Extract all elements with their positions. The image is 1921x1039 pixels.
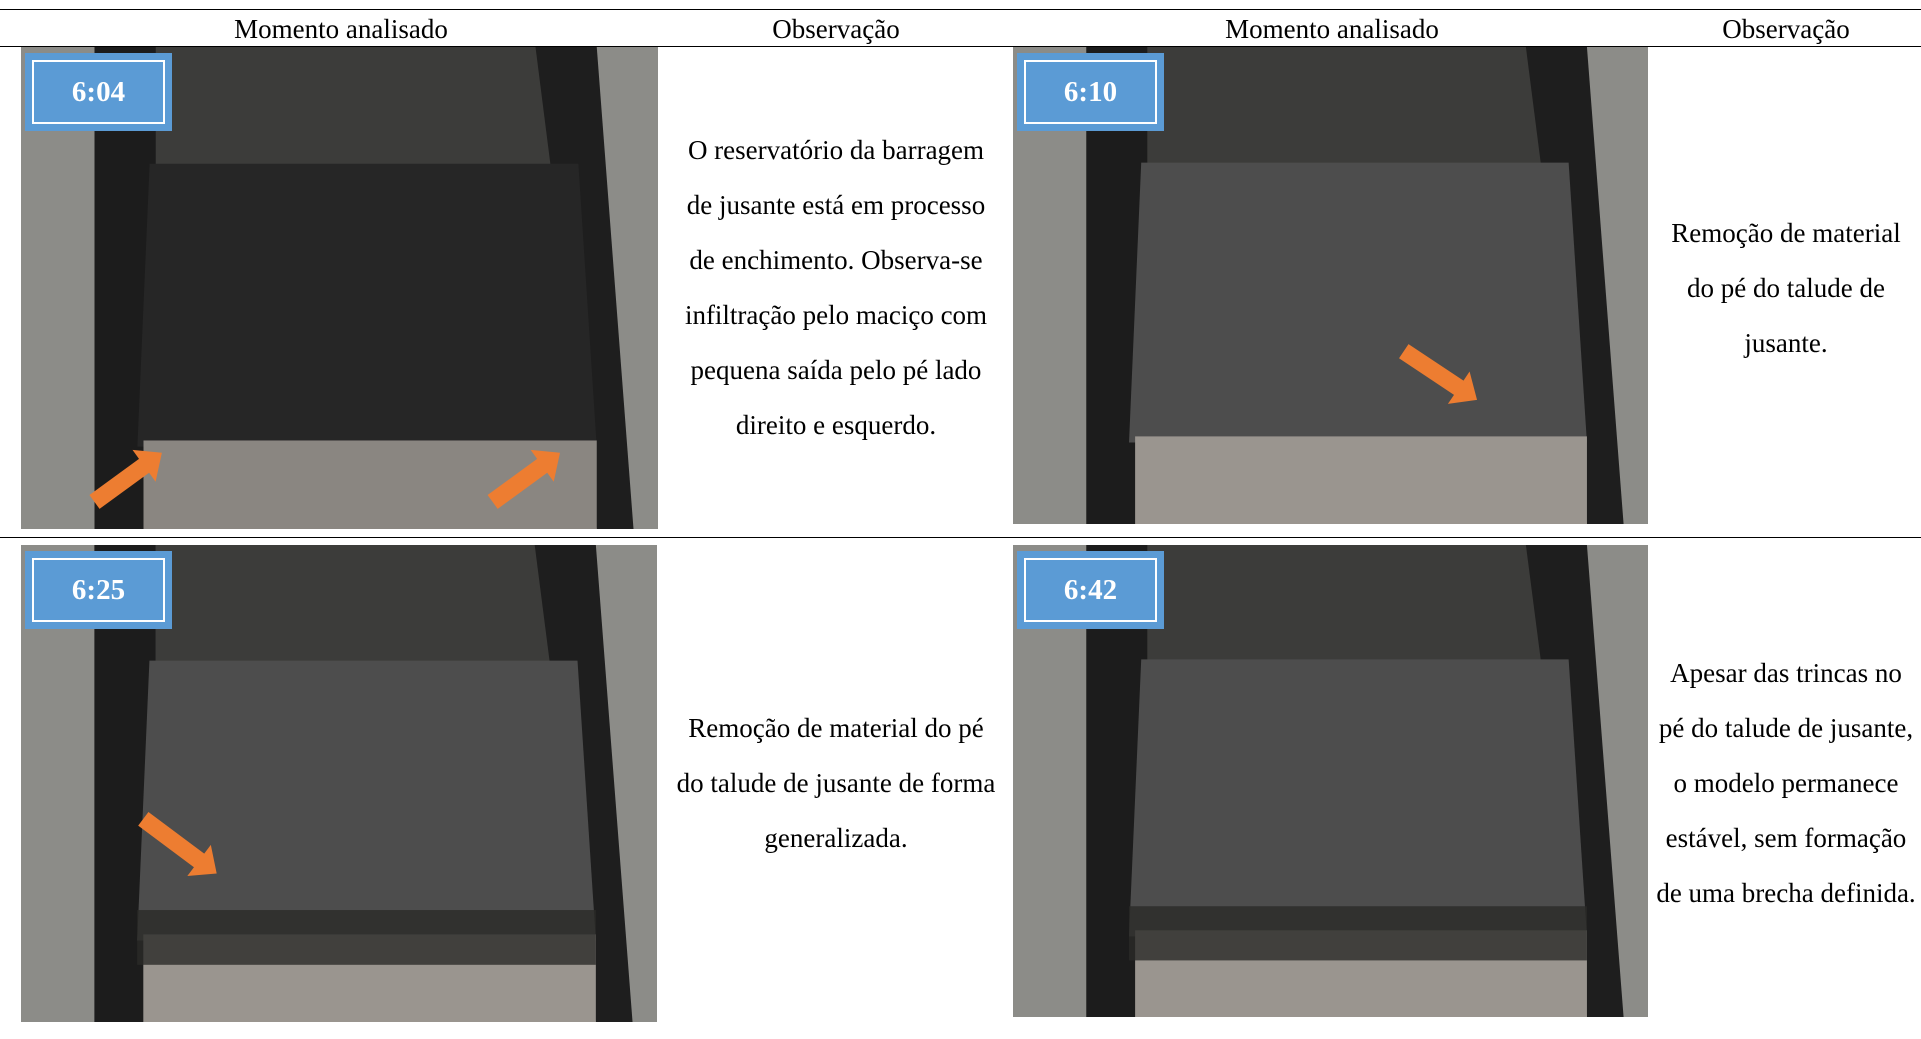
- header-rule: [0, 46, 1921, 47]
- observation-text: Remoção de material do pé do talude de j…: [676, 713, 996, 853]
- photo: [21, 47, 658, 529]
- observation: Apesar das trincas no pé do talude de ju…: [1655, 545, 1917, 1022]
- slope: [137, 163, 597, 447]
- arrow: [138, 811, 217, 876]
- column-header: Observação: [1722, 14, 1850, 44]
- column-header: Momento analisado: [1225, 14, 1439, 44]
- photo: [21, 545, 657, 1022]
- observation-text: O reservatório da barragem de jusante es…: [684, 135, 988, 440]
- arrow-shape: [89, 449, 162, 509]
- time-badge: 6:25: [25, 551, 172, 629]
- arrow: [89, 449, 162, 509]
- observation-text: Remoção de material do pé do talude de j…: [1671, 217, 1901, 358]
- back-wall: [131, 47, 573, 170]
- arrow: [487, 449, 561, 509]
- slope: [1129, 659, 1587, 937]
- eroded-toe: [1129, 906, 1587, 961]
- toe: [1135, 436, 1587, 524]
- column-header: Momento analisado: [234, 14, 448, 44]
- back-wall: [1122, 47, 1563, 169]
- time-label: 6:42: [1024, 558, 1157, 622]
- arrow-shape: [1399, 344, 1478, 404]
- time-label: 6:04: [32, 60, 165, 124]
- slope: [137, 660, 596, 941]
- arrow-shape: [487, 449, 561, 509]
- back-wall: [1122, 545, 1563, 666]
- observation-text: Apesar das trincas no pé do talude de ju…: [1656, 658, 1916, 908]
- observation: O reservatório da barragem de jusante es…: [675, 47, 997, 529]
- arrow-shape: [138, 811, 217, 876]
- photo: [1013, 545, 1648, 1017]
- time-label: 6:25: [32, 558, 165, 622]
- top-rule: [0, 9, 1921, 10]
- time-badge: 6:04: [25, 53, 172, 131]
- slope: [1129, 162, 1587, 443]
- observation: Remoção de material do pé do talude de j…: [1655, 47, 1917, 529]
- back-wall: [131, 545, 572, 667]
- eroded-toe: [137, 910, 596, 965]
- time-badge: 6:42: [1017, 551, 1164, 629]
- arrow: [1399, 344, 1478, 404]
- time-label: 6:10: [1024, 60, 1157, 124]
- row-rule: [0, 537, 1921, 538]
- column-header: Observação: [772, 14, 900, 44]
- time-badge: 6:10: [1017, 53, 1164, 131]
- observation: Remoção de material do pé do talude de j…: [675, 545, 997, 1022]
